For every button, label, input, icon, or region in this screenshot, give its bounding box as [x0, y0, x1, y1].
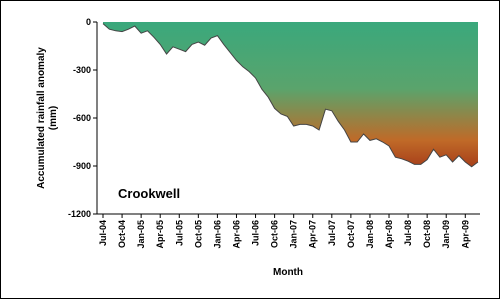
- x-tick-label: Apr-07: [308, 220, 318, 249]
- y-axis-label: Accumulated rainfall anomaly: [36, 47, 47, 189]
- x-tick-label: Jan-06: [212, 220, 222, 249]
- x-tick-label: Oct-06: [270, 220, 280, 248]
- x-tick-label: Jan-05: [136, 220, 146, 249]
- y-tick-label: -1200: [68, 209, 91, 219]
- x-tick-label: Apr-09: [460, 220, 470, 249]
- y-tick-label: 0: [86, 17, 91, 27]
- x-tick-label: Oct-07: [346, 220, 356, 248]
- x-axis-label: Month: [273, 267, 303, 278]
- x-tick-label: Jul-06: [251, 220, 261, 246]
- y-tick-label: -600: [73, 113, 91, 123]
- x-tick-label: Jul-05: [174, 220, 184, 246]
- line: [102, 23, 479, 168]
- x-tick-label: Jan-09: [441, 220, 451, 249]
- x-tick-label: Oct-05: [193, 220, 203, 248]
- y-tick-label: -300: [73, 65, 91, 75]
- x-tick-label: Oct-08: [422, 220, 432, 248]
- x-tick-label: Jul-08: [403, 220, 413, 246]
- y-tick-label: -900: [73, 161, 91, 171]
- x-tick-label: Oct-04: [117, 220, 127, 248]
- x-tick-label: Apr-05: [155, 220, 165, 249]
- x-tick-label: Apr-06: [231, 220, 241, 249]
- x-tick-label: Jul-07: [327, 220, 337, 246]
- area: [103, 22, 478, 167]
- x-tick-label: Jan-08: [365, 220, 375, 249]
- chart-title: Crookwell: [118, 186, 180, 201]
- x-tick-label: Jul-04: [98, 220, 108, 246]
- y-axis-label: (mm): [48, 106, 59, 130]
- x-tick-label: Apr-08: [384, 220, 394, 249]
- x-tick-label: Jan-07: [289, 220, 299, 249]
